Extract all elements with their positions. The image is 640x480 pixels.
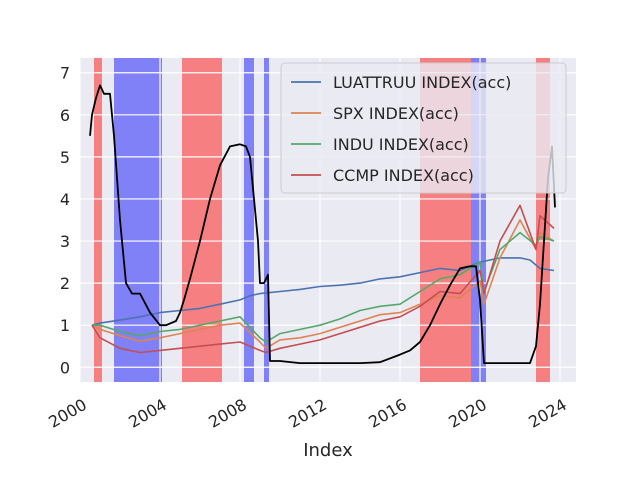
y-tick-label: 4 — [60, 190, 70, 209]
y-tick-labels: 0 1 2 3 4 5 6 7 — [60, 64, 70, 378]
x-tick-label: 2016 — [365, 395, 410, 432]
x-axis-label: Index — [303, 440, 353, 461]
x-tick-label: 2004 — [125, 395, 170, 432]
x-tick-labels: 2000 2004 2008 2012 2016 2020 2024 — [45, 395, 570, 432]
shaded-region-blue — [114, 58, 162, 382]
legend-box — [280, 62, 567, 194]
series-line-ccmp — [91, 204, 555, 354]
y-tick-label: 6 — [60, 106, 70, 125]
x-tick-label: 2024 — [525, 395, 570, 432]
x-tick-label: 2000 — [45, 395, 90, 432]
legend: LUATTRUU INDEX(acc) SPX INDEX(acc) INDU IN… — [280, 62, 567, 194]
series-line-indu — [92, 231, 555, 343]
y-tick-label: 5 — [60, 148, 70, 167]
legend-label: LUATTRUU INDEX(acc) — [333, 73, 511, 92]
legend-label: INDU INDEX(acc) — [333, 135, 469, 154]
shaded-region-red — [94, 58, 102, 382]
y-tick-label: 3 — [60, 232, 70, 251]
y-tick-label: 1 — [60, 316, 70, 335]
shaded-region-red — [182, 58, 222, 382]
y-tick-label: 0 — [60, 358, 70, 377]
legend-label: SPX INDEX(acc) — [333, 104, 459, 123]
y-tick-label: 2 — [60, 274, 70, 293]
shaded-region-blue — [244, 58, 254, 382]
x-tick-label: 2012 — [285, 395, 330, 432]
series-lines — [89, 84, 556, 365]
legend-label: CCMP INDEX(acc) — [333, 166, 474, 185]
series-line-rate — [89, 84, 556, 365]
shaded-region-blue — [264, 58, 269, 382]
series-line-spx — [91, 219, 555, 350]
y-tick-label: 7 — [60, 64, 70, 83]
x-tick-label: 2020 — [445, 395, 490, 432]
x-tick-label: 2008 — [205, 395, 250, 432]
